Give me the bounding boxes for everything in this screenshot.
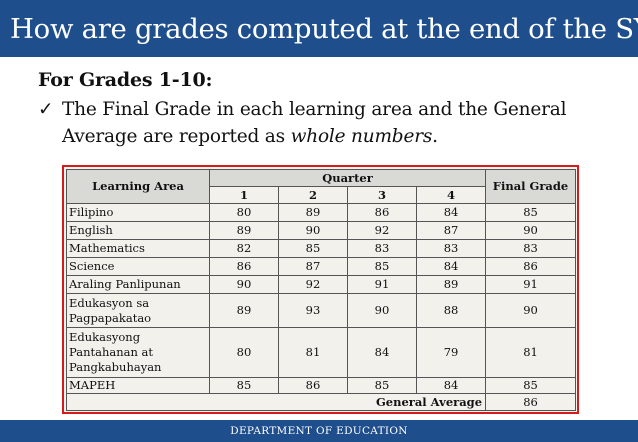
quarter-grade-cell: 84	[415, 257, 487, 276]
learning-area-cell: Filipino	[66, 203, 210, 222]
quarter-grade-cell: 90	[347, 293, 417, 328]
quarter-grade-cell: 92	[278, 275, 348, 294]
quarter-grade-cell: 83	[415, 239, 487, 258]
header-quarter-3: 3	[347, 186, 417, 204]
quarter-grade-cell: 89	[209, 221, 279, 240]
quarter-grade-cell: 85	[347, 377, 417, 394]
general-average-value: 86	[485, 393, 577, 411]
header-quarter-4: 4	[415, 186, 487, 204]
quarter-grade-cell: 86	[209, 257, 279, 276]
table-row: English 89 90 92 87 90	[66, 221, 577, 240]
quarter-grade-cell: 89	[278, 203, 348, 222]
quarter-grade-cell: 85	[278, 239, 348, 258]
quarter-grade-cell: 82	[209, 239, 279, 258]
quarter-grade-cell: 80	[209, 327, 279, 378]
final-grade-cell: 81	[485, 327, 577, 378]
learning-area-cell: Araling Panlipunan	[66, 275, 210, 294]
grades-subheading: For Grades 1-10:	[38, 69, 213, 91]
final-grade-cell: 85	[485, 203, 577, 222]
slide-title-bar: How are grades computed at the end of th…	[0, 0, 638, 57]
table-row: MAPEH 85 86 85 84 85	[66, 377, 577, 394]
quarter-grade-cell: 90	[209, 275, 279, 294]
general-average-label: General Average	[209, 393, 487, 411]
quarter-grade-cell: 89	[209, 293, 279, 328]
quarter-grade-cell: 84	[415, 377, 487, 394]
quarter-grade-cell: 87	[278, 257, 348, 276]
quarter-grade-cell: 85	[209, 377, 279, 394]
grades-table-frame: Learning Area Quarter Final Grade 1 2 3 …	[62, 165, 579, 414]
slide-title: How are grades computed at the end of th…	[10, 12, 638, 45]
table-row: Science 86 87 85 84 86	[66, 257, 577, 276]
learning-area-cell: MAPEH	[66, 377, 210, 394]
quarter-grade-cell: 91	[347, 275, 417, 294]
header-final-grade: Final Grade	[485, 169, 577, 204]
learning-area-cell: Mathematics	[66, 239, 210, 258]
bullet-text-line2: Average are reported as whole numbers.	[62, 123, 438, 150]
checkmark-icon: ✓	[38, 99, 54, 120]
learning-area-cell: Edukasyong Pantahanan at Pangkabuhayan	[66, 327, 210, 378]
quarter-grade-cell: 90	[278, 221, 348, 240]
header-quarter: Quarter	[208, 169, 487, 187]
quarter-grade-cell: 88	[415, 293, 487, 328]
final-grade-cell: 90	[485, 221, 577, 240]
final-grade-cell: 83	[485, 239, 577, 258]
quarter-grade-cell: 89	[415, 275, 487, 294]
header-quarter-1: 1	[209, 186, 279, 204]
quarter-grade-cell: 93	[278, 293, 348, 328]
quarter-grade-cell: 86	[278, 377, 348, 394]
quarter-grade-cell: 84	[415, 203, 487, 222]
header-quarter-2: 2	[278, 186, 348, 204]
general-average-row: General Average 86	[66, 393, 577, 411]
header-learning-area: Learning Area	[66, 169, 210, 204]
final-grade-cell: 86	[485, 257, 577, 276]
learning-area-cell: English	[66, 221, 210, 240]
quarter-grade-cell: 83	[347, 239, 417, 258]
quarter-grade-cell: 80	[209, 203, 279, 222]
table-row: Filipino 80 89 86 84 85	[66, 203, 577, 222]
learning-area-cell: Edukasyon sa Pagpapakatao	[66, 293, 210, 328]
final-grade-cell: 85	[485, 377, 577, 394]
table-row: Araling Panlipunan 90 92 91 89 91	[66, 275, 577, 294]
footer-bar: DEPARTMENT OF EDUCATION	[0, 420, 638, 442]
quarter-grade-cell: 81	[278, 327, 348, 378]
quarter-grade-cell: 79	[415, 327, 487, 378]
quarter-grade-cell: 85	[347, 257, 417, 276]
bullet-text-line2-start: Average are reported as	[62, 126, 291, 147]
quarter-grade-cell: 84	[347, 327, 417, 378]
empty-cell	[66, 393, 210, 411]
bullet-text-line2-end: .	[432, 126, 438, 147]
quarter-grade-cell: 92	[347, 221, 417, 240]
table-row: Mathematics 82 85 83 83 83	[66, 239, 577, 258]
final-grade-cell: 91	[485, 275, 577, 294]
table-row: Edukasyong Pantahanan at Pangkabuhayan 8…	[66, 327, 577, 378]
quarter-grade-cell: 87	[415, 221, 487, 240]
grades-table: Learning Area Quarter Final Grade 1 2 3 …	[66, 169, 577, 411]
bullet-text-line1: The Final Grade in each learning area an…	[62, 99, 567, 120]
learning-area-cell: Science	[66, 257, 210, 276]
bullet-text-emphasis: whole numbers	[290, 126, 433, 147]
footer-text: DEPARTMENT OF EDUCATION	[230, 425, 408, 437]
quarter-grade-cell: 86	[347, 203, 417, 222]
table-row: Edukasyon sa Pagpapakatao 89 93 90 88 90	[66, 293, 577, 328]
final-grade-cell: 90	[485, 293, 577, 328]
